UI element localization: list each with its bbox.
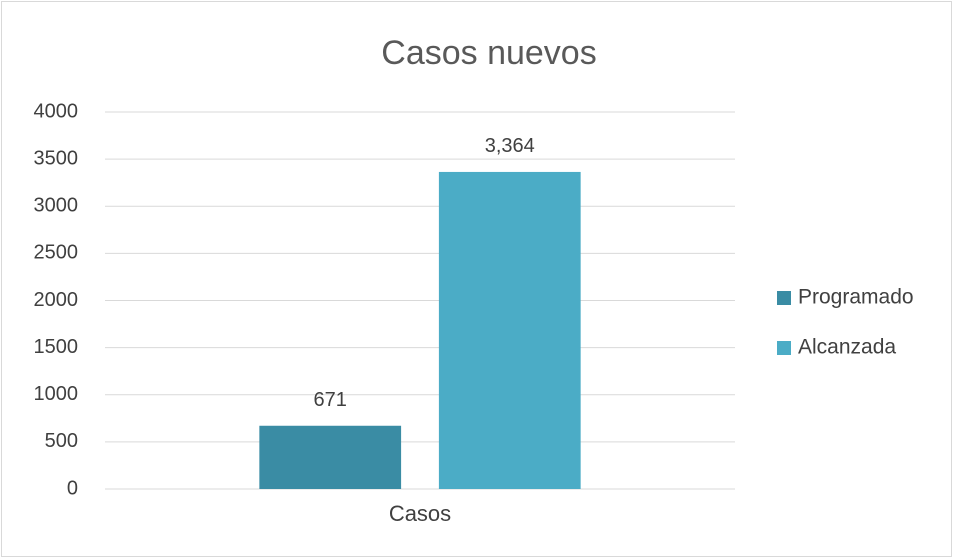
- legend-label: Alcanzada: [798, 336, 896, 359]
- bar: [438, 171, 581, 489]
- x-tick-label: Casos: [389, 501, 451, 526]
- legend-swatch: [777, 291, 791, 305]
- bar: [259, 425, 402, 489]
- legend-swatch: [777, 341, 791, 355]
- y-tick-label: 2000: [34, 289, 79, 311]
- y-tick-label: 3500: [34, 147, 79, 169]
- y-tick-label: 1000: [34, 383, 79, 405]
- chart-title: Casos nuevos: [381, 34, 596, 72]
- y-tick-label: 500: [45, 430, 78, 452]
- y-tick-label: 4000: [34, 100, 79, 122]
- legend-label: Programado: [798, 286, 914, 309]
- y-tick-label: 2500: [34, 242, 79, 264]
- y-tick-label: 0: [67, 477, 78, 499]
- data-label: 671: [314, 389, 347, 411]
- y-tick-label: 3000: [34, 195, 79, 217]
- y-tick-label: 1500: [34, 336, 79, 358]
- data-label: 3,364: [485, 135, 535, 157]
